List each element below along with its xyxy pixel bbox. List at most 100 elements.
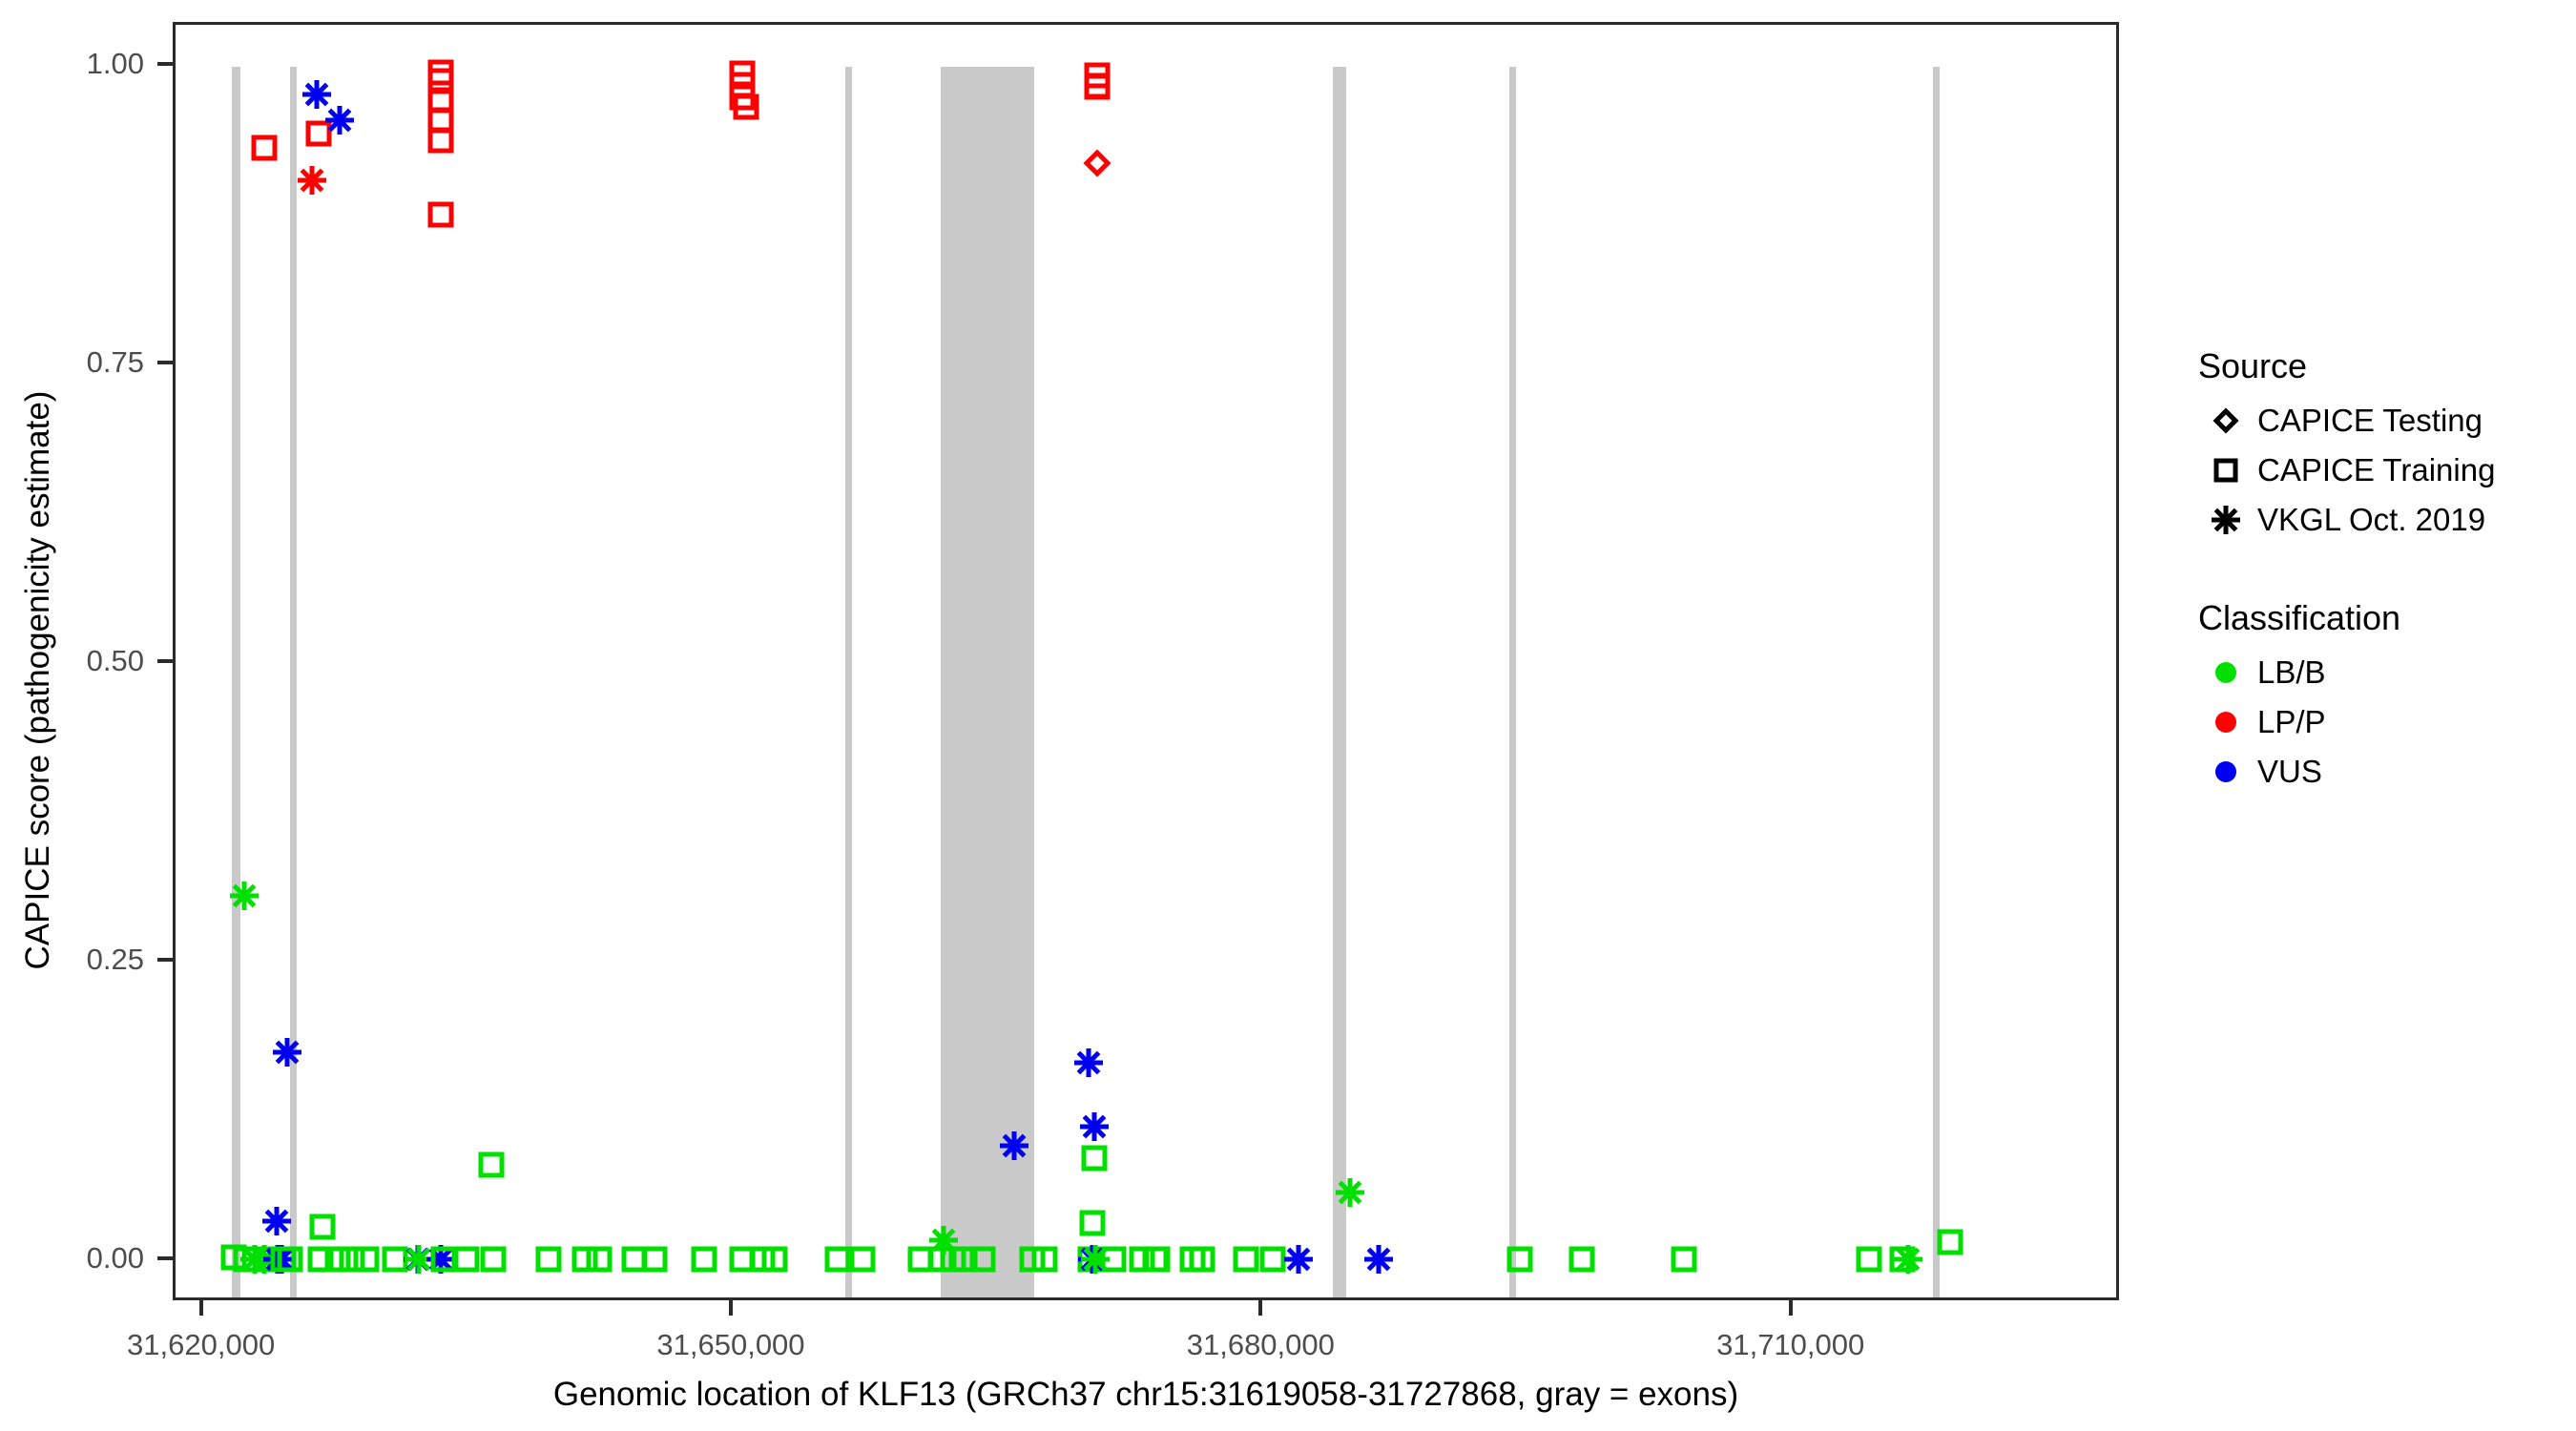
- data-point: [1892, 1243, 1924, 1275]
- data-point: [353, 1246, 380, 1273]
- data-point: [427, 201, 454, 228]
- data-point: [1129, 1246, 1155, 1273]
- plot-panel: [173, 22, 2119, 1300]
- data-point: [323, 104, 356, 136]
- data-point: [305, 120, 332, 147]
- data-point: [1334, 1176, 1366, 1209]
- y-tick-mark: [157, 1256, 173, 1261]
- data-point: [1144, 1246, 1171, 1273]
- legend-source-rows: CAPICE Testing CAPICE Training VKGL Oct. …: [2194, 396, 2566, 545]
- data-point: [1078, 1110, 1111, 1143]
- exon-band: [844, 66, 852, 1297]
- y-tick-mark: [157, 61, 173, 66]
- square-marker: [2194, 458, 2257, 483]
- x-tick-label: 31,650,000: [656, 1328, 805, 1361]
- legend-item-label: LP/P: [2257, 704, 2326, 739]
- data-point: [849, 1246, 876, 1273]
- legend-item-source[interactable]: CAPICE Training: [2194, 446, 2566, 495]
- data-point: [1671, 1246, 1697, 1273]
- data-point: [1031, 1246, 1058, 1273]
- color-dot-icon: [2194, 710, 2257, 735]
- legend-item-source[interactable]: VKGL Oct. 2019: [2194, 495, 2566, 545]
- data-point: [324, 1246, 351, 1273]
- legend-item-label: CAPICE Training: [2257, 452, 2496, 487]
- legend-item-classification[interactable]: LB/B: [2194, 648, 2566, 697]
- legend-title-source: Source: [2198, 346, 2308, 385]
- data-point: [1568, 1246, 1595, 1273]
- legend-item-source[interactable]: CAPICE Testing: [2194, 396, 2566, 446]
- x-tick-mark: [728, 1300, 733, 1316]
- plot-area: [176, 25, 2116, 1297]
- legend-item-label: LB/B: [2257, 654, 2326, 690]
- y-tick-mark: [157, 659, 173, 663]
- y-axis-label: CAPICE score (pathogenicity estimate): [19, 390, 56, 970]
- exon-band: [1339, 66, 1346, 1297]
- diamond-marker: [2194, 407, 2257, 434]
- data-point: [339, 1246, 365, 1273]
- asterisk-marker: [2194, 504, 2257, 536]
- x-tick-mark: [198, 1300, 203, 1316]
- data-point: [951, 1246, 978, 1273]
- legend-group-classification: Classification LB/B LP/P VUS: [2194, 598, 2566, 797]
- data-point: [296, 164, 328, 197]
- exon-band: [940, 66, 1034, 1297]
- data-point: [251, 135, 278, 161]
- legend-classification-rows: LB/B LP/P VUS: [2194, 648, 2566, 797]
- data-point: [277, 1246, 303, 1273]
- legend-item-label: VKGL Oct. 2019: [2257, 502, 2486, 537]
- data-point: [1233, 1246, 1259, 1273]
- data-point: [403, 1243, 435, 1275]
- data-point: [641, 1246, 668, 1273]
- exon-band: [1932, 66, 1940, 1297]
- data-point: [453, 1246, 480, 1273]
- data-point: [301, 78, 333, 111]
- y-tick-label: 1.00: [86, 46, 144, 80]
- data-point: [1506, 1246, 1533, 1273]
- data-point: [1362, 1243, 1395, 1275]
- data-point: [228, 880, 260, 912]
- data-point: [1937, 1229, 1963, 1255]
- legend-group-source: Source CAPICE Testing CAPICE Training VKG…: [2194, 346, 2566, 545]
- y-tick-mark: [157, 958, 173, 963]
- data-point: [691, 1246, 717, 1273]
- data-point: [761, 1246, 788, 1273]
- color-dot-icon: [2194, 660, 2257, 685]
- data-point: [307, 1246, 334, 1273]
- data-point: [427, 127, 454, 154]
- data-point: [969, 1246, 996, 1273]
- data-point: [571, 1246, 598, 1273]
- x-tick-label: 31,710,000: [1716, 1328, 1865, 1361]
- y-tick-mark: [157, 360, 173, 364]
- legend-title-classification: Classification: [2198, 598, 2401, 637]
- data-point: [1079, 1243, 1111, 1275]
- legend-item-label: VUS: [2257, 754, 2322, 789]
- legend-item-classification[interactable]: VUS: [2194, 747, 2566, 797]
- exon-band: [1332, 66, 1340, 1297]
- data-point: [1079, 1210, 1106, 1236]
- data-point: [1083, 149, 1111, 177]
- legend-item-label: CAPICE Testing: [2257, 403, 2483, 438]
- data-point: [1259, 1246, 1286, 1273]
- legend-item-classification[interactable]: LP/P: [2194, 697, 2566, 747]
- x-tick-mark: [1258, 1300, 1263, 1316]
- y-tick-label: 0.75: [86, 344, 144, 379]
- data-point: [733, 93, 759, 120]
- data-point: [1081, 1145, 1108, 1172]
- data-point: [309, 1213, 336, 1240]
- data-point: [824, 1246, 851, 1273]
- exon-band: [290, 66, 298, 1297]
- data-point: [1856, 1246, 1882, 1273]
- data-point: [1072, 1047, 1105, 1079]
- exon-band: [1508, 66, 1516, 1297]
- data-point: [1084, 73, 1111, 100]
- data-point: [260, 1205, 293, 1237]
- data-point: [271, 1036, 303, 1068]
- data-point: [535, 1246, 562, 1273]
- data-point: [1179, 1246, 1206, 1273]
- x-tick-mark: [1788, 1300, 1793, 1316]
- data-point: [998, 1130, 1030, 1162]
- exon-band: [232, 66, 241, 1297]
- data-point: [480, 1246, 507, 1273]
- legend: Source CAPICE Testing CAPICE Training VKG…: [2194, 346, 2566, 850]
